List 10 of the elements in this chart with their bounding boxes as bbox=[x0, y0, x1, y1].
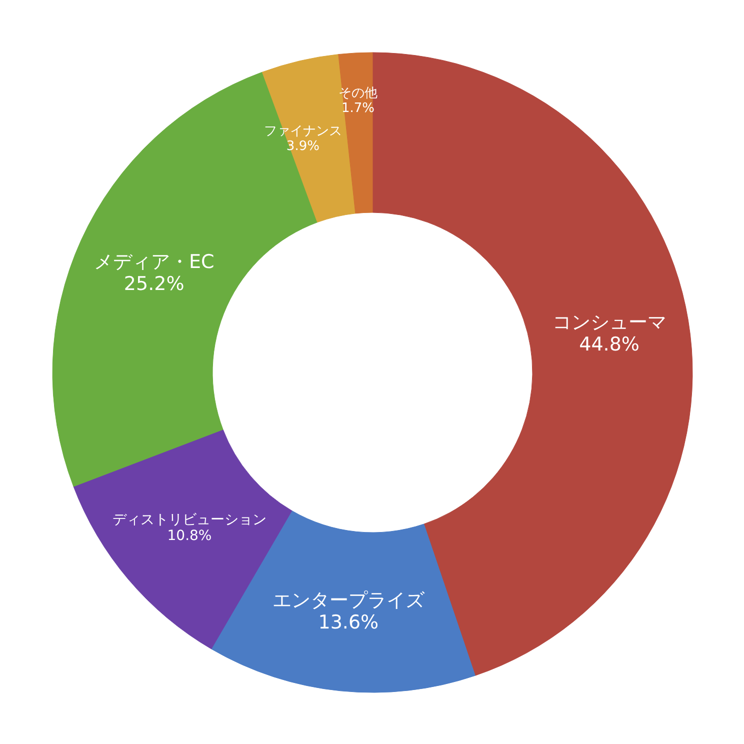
slice-label: コンシューマ bbox=[552, 311, 666, 334]
slice-label: ディストリビューション bbox=[112, 512, 267, 528]
data-label: 25.2% bbox=[124, 273, 184, 296]
data-label: 10.8% bbox=[167, 528, 212, 544]
data-label: 1.7% bbox=[341, 100, 374, 116]
data-label: 13.6% bbox=[318, 611, 379, 634]
data-label: 44.8% bbox=[579, 333, 640, 356]
slice-label: エンタープライズ bbox=[272, 589, 426, 612]
slice-label: その他 bbox=[338, 86, 378, 101]
slice-label: メディア・EC bbox=[94, 251, 214, 274]
